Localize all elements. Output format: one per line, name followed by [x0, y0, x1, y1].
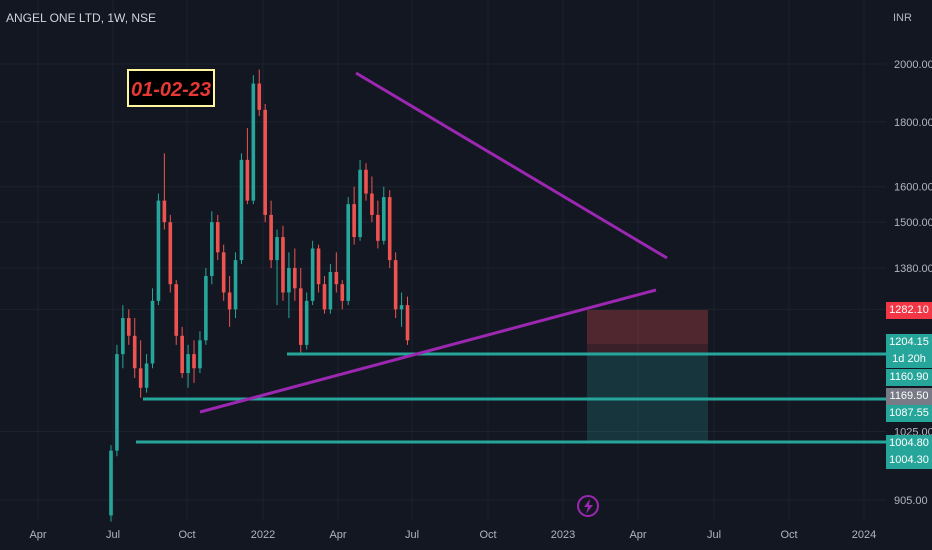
candle-body: [121, 318, 125, 355]
candle-body: [328, 272, 333, 310]
candle-body: [239, 159, 244, 261]
candle-body: [370, 193, 374, 215]
x-tick-label: Oct: [479, 529, 496, 541]
x-tick-label: Oct: [780, 529, 797, 541]
candle-body: [304, 300, 309, 345]
level-1204-pill: 1204.15: [886, 334, 932, 351]
x-tick-label: Jul: [707, 529, 721, 541]
x-tick-label: 2023: [551, 529, 575, 541]
candle-body: [358, 169, 362, 238]
candle-body: [156, 200, 161, 301]
lightning-icon[interactable]: [577, 495, 599, 517]
candle-body: [334, 272, 339, 285]
x-tick-label: Jul: [106, 529, 120, 541]
candle-body: [310, 248, 315, 301]
candle-body: [221, 252, 226, 293]
symbol-title: ANGEL ONE LTD, 1W, NSE: [6, 11, 156, 25]
candle-body: [180, 335, 184, 374]
level-1160-pill: 1160.90: [886, 369, 932, 386]
date-annotation[interactable]: 01-02-23: [127, 69, 215, 107]
candle-body: [322, 284, 327, 310]
candle-body: [293, 268, 297, 289]
candle-body: [346, 204, 350, 301]
last-price-pill: 1282.10: [886, 302, 932, 319]
candle-body: [298, 288, 303, 345]
x-tick-label: 2022: [251, 529, 275, 541]
candle-body: [109, 450, 113, 516]
candle-body: [227, 292, 232, 310]
position-tool[interactable]: [587, 310, 708, 442]
x-tick-label: Apr: [629, 529, 646, 541]
trendlines[interactable]: [199, 71, 668, 414]
candle-body: [144, 363, 149, 388]
x-tick-label: Jul: [405, 529, 419, 541]
x-tick-label: 2024: [852, 529, 876, 541]
entry-band: [587, 344, 708, 355]
date-annotation-text: 01-02-23: [131, 79, 211, 101]
level-1169-pill: 1169.50: [886, 388, 932, 405]
stop-zone[interactable]: [587, 310, 708, 344]
candle-body: [168, 222, 173, 285]
candle-body: [352, 204, 356, 238]
horizontal-levels[interactable]: [136, 352, 886, 444]
candle-body: [198, 340, 202, 369]
candle-body: [381, 197, 386, 241]
candle-body: [245, 159, 250, 201]
grid: [0, 0, 886, 520]
y-tick-label: 1380.00: [894, 263, 932, 275]
lower-trendline[interactable]: [199, 288, 657, 414]
candle-body: [399, 305, 404, 310]
candles: [109, 69, 410, 522]
candle-body: [215, 222, 220, 253]
x-tick-label: Apr: [329, 529, 346, 541]
candle-body: [186, 354, 190, 374]
candle-body: [364, 169, 368, 194]
candle-body: [257, 83, 262, 110]
candle-body: [281, 237, 285, 293]
date-annotation-box: [127, 69, 215, 107]
candle-body: [269, 214, 273, 261]
y-tick-label: 1500.00: [894, 217, 932, 229]
candle-body: [376, 214, 380, 241]
candle-body: [204, 276, 208, 341]
candle-body: [115, 354, 119, 451]
candle-body: [126, 318, 131, 336]
candle-body: [210, 222, 214, 277]
upper-trendline[interactable]: [355, 71, 668, 260]
candle-body: [287, 268, 291, 293]
candle-body: [387, 197, 392, 261]
countdown-pill: 1d 20h: [886, 351, 932, 368]
x-tick-label: Apr: [29, 529, 46, 541]
candle-body: [263, 109, 267, 215]
x-tick-label: Oct: [178, 529, 195, 541]
candle-body: [233, 260, 238, 310]
candle-body: [132, 335, 137, 369]
candle-body: [138, 368, 143, 388]
candle-body: [192, 354, 196, 369]
y-tick-label: 1600.00: [894, 182, 932, 194]
level-1004a-pill: 1004.80: [886, 435, 932, 452]
candle-body: [150, 300, 155, 364]
candle-body: [275, 237, 279, 261]
level-1087-pill: 1087.55: [886, 405, 932, 422]
level-1004b-pill: 1004.30: [886, 452, 932, 469]
candle-body: [393, 260, 398, 310]
y-tick-label: 1800.00: [894, 117, 932, 129]
candle-body: [251, 83, 256, 201]
candle-body: [405, 305, 410, 341]
candle-body: [174, 284, 179, 336]
currency-label: INR: [893, 12, 912, 24]
candle-body: [340, 284, 345, 301]
y-tick-label: 2000.00: [894, 59, 932, 71]
axes: Apr Jul Oct 2022 Apr Jul Oct 2023 Apr Jul Oct 2024 2…: [29, 59, 932, 541]
y-tick-label: 905.00: [894, 495, 928, 507]
candle-body: [316, 248, 321, 285]
candle-body: [162, 200, 167, 223]
